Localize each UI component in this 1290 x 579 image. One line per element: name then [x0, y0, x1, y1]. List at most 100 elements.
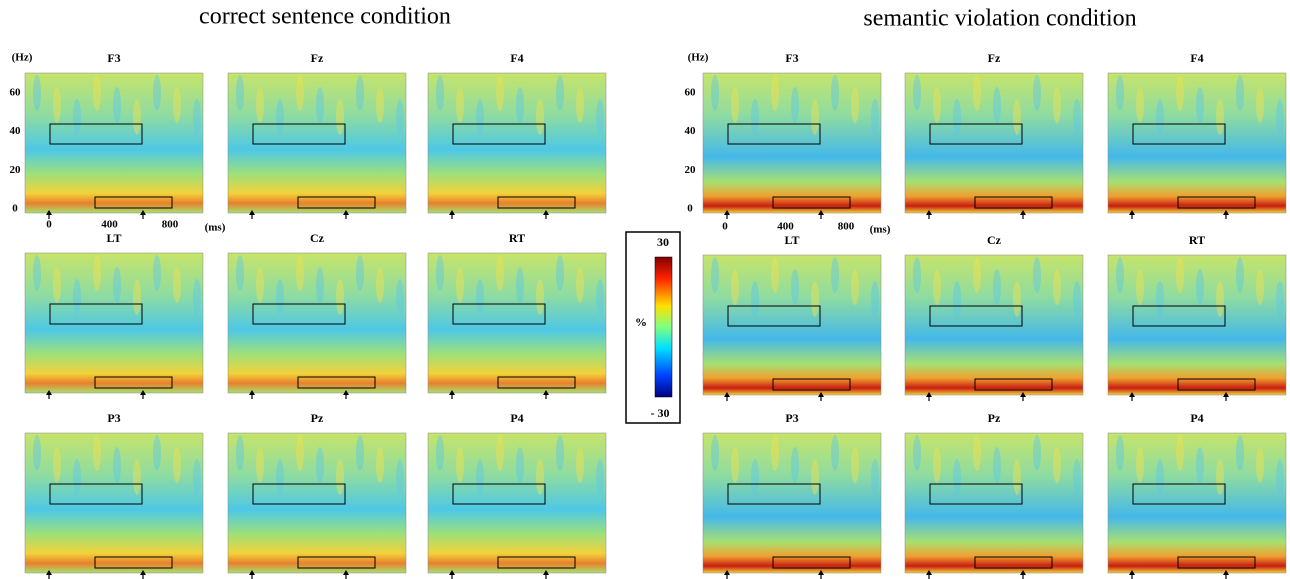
map-blob	[476, 459, 484, 495]
event-arrow-head	[140, 390, 146, 395]
map-blob	[516, 447, 524, 483]
theta-window	[1177, 556, 1256, 569]
map-blob	[376, 447, 384, 483]
panel-label: F4	[510, 51, 523, 65]
map-blob	[516, 267, 524, 303]
map-blob	[153, 435, 161, 471]
event-arrow-head	[724, 392, 730, 397]
time-frequency-map	[1107, 72, 1287, 214]
x-tick-label: 0	[722, 221, 728, 233]
panel-label: Fz	[311, 51, 324, 65]
gamma-window	[727, 483, 821, 505]
map-blob	[93, 75, 101, 111]
map-blob	[973, 435, 981, 471]
gamma-window	[252, 303, 346, 325]
map-blob	[993, 447, 1001, 483]
colorbar-frame	[625, 231, 681, 424]
map-blob	[913, 435, 921, 471]
theta-window	[772, 378, 851, 391]
map-blob	[316, 267, 324, 303]
map-blob	[556, 435, 564, 471]
map-blob	[1116, 257, 1124, 293]
map-blob	[396, 459, 404, 495]
map-blob	[851, 87, 859, 123]
map-blob	[236, 75, 244, 111]
theta-window	[974, 556, 1053, 569]
map-blob	[1116, 435, 1124, 471]
map-blob	[53, 447, 61, 483]
event-arrow-head	[1129, 392, 1135, 397]
map-blob	[456, 87, 464, 123]
map-blob	[1256, 269, 1264, 305]
event-arrow-head	[926, 570, 932, 575]
event-arrow-head	[1129, 210, 1135, 215]
event-arrow-head	[1020, 570, 1026, 575]
map-blob	[871, 99, 879, 135]
map-blob	[1053, 87, 1061, 123]
theta-window	[94, 556, 173, 569]
time-frequency-map	[427, 252, 607, 394]
gamma-window	[727, 123, 821, 145]
map-blob	[1176, 435, 1184, 471]
event-arrow-head	[249, 390, 255, 395]
map-blob	[1073, 459, 1081, 495]
event-arrow-head	[249, 570, 255, 575]
panel-label: F4	[1190, 51, 1203, 65]
map-blob	[396, 99, 404, 135]
theta-window	[94, 376, 173, 389]
time-frequency-map	[702, 432, 882, 574]
event-arrow-head	[1129, 570, 1135, 575]
event-arrow-head	[1223, 392, 1229, 397]
map-blob	[1216, 99, 1224, 135]
map-blob	[576, 87, 584, 123]
map-blob	[731, 447, 739, 483]
event-arrow-head	[543, 210, 549, 215]
map-blob	[1073, 281, 1081, 317]
map-blob	[1033, 75, 1041, 111]
map-blob	[93, 255, 101, 291]
map-blob	[173, 87, 181, 123]
y-tick-label: 0	[12, 203, 18, 215]
map-blob	[236, 255, 244, 291]
event-arrow-head	[140, 570, 146, 575]
event-arrow-head	[46, 570, 52, 575]
gamma-window	[727, 305, 821, 327]
time-frequency-map	[227, 252, 407, 394]
panel-label: P3	[107, 411, 120, 425]
event-arrow-head	[449, 390, 455, 395]
map-blob	[1196, 87, 1204, 123]
colorbar-max: 30	[657, 235, 669, 249]
map-blob	[1256, 87, 1264, 123]
map-blob	[1136, 87, 1144, 123]
map-blob	[871, 281, 879, 317]
map-blob	[133, 459, 141, 495]
map-blob	[516, 87, 524, 123]
gamma-window	[452, 483, 546, 505]
event-arrow-head	[818, 392, 824, 397]
map-blob	[1256, 447, 1264, 483]
theta-window	[297, 556, 376, 569]
theta-window	[297, 376, 376, 389]
map-blob	[771, 435, 779, 471]
map-blob	[1013, 99, 1021, 135]
theta-window	[1177, 196, 1256, 209]
map-blob	[173, 267, 181, 303]
map-blob	[456, 447, 464, 483]
map-blob	[1196, 447, 1204, 483]
panel-label: Pz	[988, 411, 1001, 425]
event-arrow-head	[249, 210, 255, 215]
map-blob	[711, 75, 719, 111]
event-arrow-head	[724, 210, 730, 215]
event-arrow-head	[1020, 392, 1026, 397]
map-blob	[1216, 459, 1224, 495]
panel-label: LT	[107, 231, 122, 245]
event-arrow-head	[724, 570, 730, 575]
event-arrow-head	[818, 570, 824, 575]
event-arrow-head	[926, 210, 932, 215]
gamma-window	[929, 483, 1023, 505]
y-tick-label: 40	[685, 125, 697, 137]
map-blob	[113, 87, 121, 123]
map-blob	[276, 459, 284, 495]
map-blob	[496, 255, 504, 291]
